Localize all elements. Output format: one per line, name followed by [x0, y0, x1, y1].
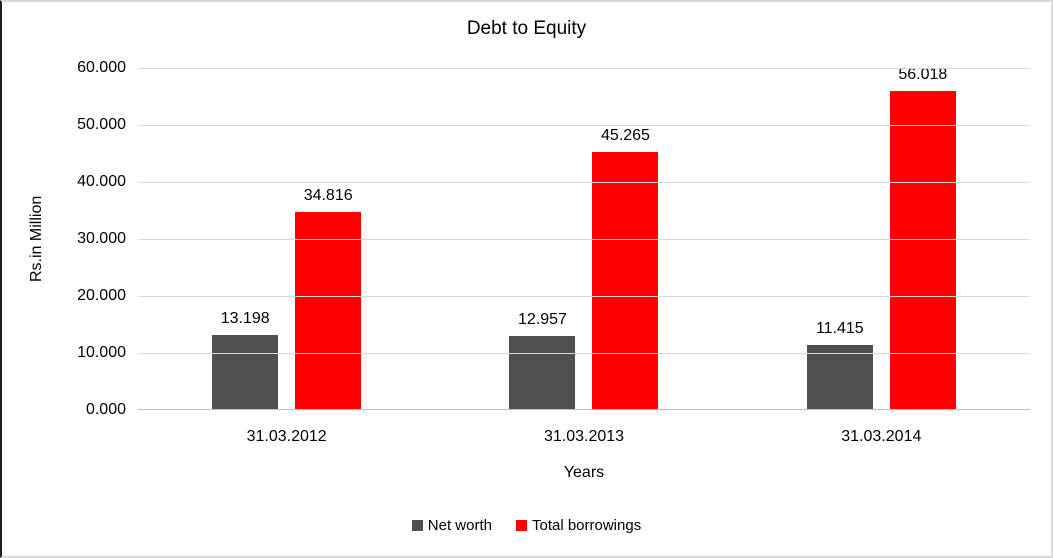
y-tick-label: 0.000 — [85, 401, 126, 418]
bar-net-worth — [509, 336, 576, 410]
bar-group: 12.957 45.265 — [435, 68, 732, 410]
y-tick-label: 50.000 — [77, 116, 126, 133]
gridline — [138, 182, 1030, 184]
bar-value-label: 13.198 — [220, 309, 270, 327]
bar-value-label: 45.265 — [601, 127, 650, 144]
gridline — [138, 296, 1030, 298]
bar-slot: 45.265 — [592, 68, 659, 410]
bar-value-label: 11.415 — [815, 319, 864, 337]
chart-title: Debt to Equity — [466, 18, 587, 39]
x-axis-line — [138, 409, 1030, 410]
legend-swatch-icon — [515, 520, 527, 531]
legend-item-net-worth: Net worth — [411, 517, 492, 534]
legend-item-total-borrowings: Total borrowings — [515, 517, 642, 534]
bar-groups: 13.198 34.816 12.957 45.265 11.415 56.018 — [138, 66, 1030, 410]
gridline — [138, 353, 1030, 355]
y-tick-label: 10.000 — [77, 344, 126, 361]
bar-net-worth — [212, 334, 279, 410]
bar-total-borrowings — [592, 152, 659, 410]
gridline — [138, 68, 1030, 69]
legend-swatch-icon — [411, 520, 423, 531]
y-tick-label: 20.000 — [77, 287, 126, 304]
gridline — [138, 125, 1030, 126]
bar-value-label: 34.816 — [303, 186, 353, 204]
legend: Net worth Total borrowings — [2, 517, 1051, 534]
bar-total-borrowings — [889, 90, 956, 410]
bar-slot: 13.198 — [212, 68, 279, 410]
bar-slot: 12.957 — [509, 68, 576, 410]
legend-label: Total borrowings — [531, 517, 642, 534]
x-tick-label: 31.03.2014 — [841, 428, 922, 445]
x-axis-title: Years — [563, 464, 605, 481]
bar-total-borrowings — [295, 211, 362, 410]
x-tick-label: 31.03.2013 — [543, 428, 625, 445]
x-tick-label: 31.03.2012 — [246, 428, 327, 445]
bar-slot: 34.816 — [295, 68, 362, 410]
bar-value-label: 12.957 — [518, 311, 567, 329]
bar-slot: 56.018 — [889, 66, 956, 410]
legend-label: Net worth — [427, 517, 492, 534]
bar-group: 11.415 56.018 — [733, 66, 1030, 410]
bar-net-worth — [806, 344, 873, 410]
plot-area: 13.198 34.816 12.957 45.265 11.415 56.018 — [138, 66, 1030, 410]
bar-value-label: 56.018 — [898, 65, 948, 83]
y-tick-label: 60.000 — [77, 59, 126, 76]
gridline — [138, 239, 1030, 240]
y-tick-label: 30.000 — [77, 230, 126, 247]
bar-slot: 11.415 — [806, 68, 873, 410]
x-axis-tick-labels: 31.03.2012 31.03.2013 31.03.2014 — [138, 428, 1030, 446]
bar-group: 13.198 34.816 — [138, 68, 435, 410]
y-tick-label: 40.000 — [77, 173, 126, 190]
